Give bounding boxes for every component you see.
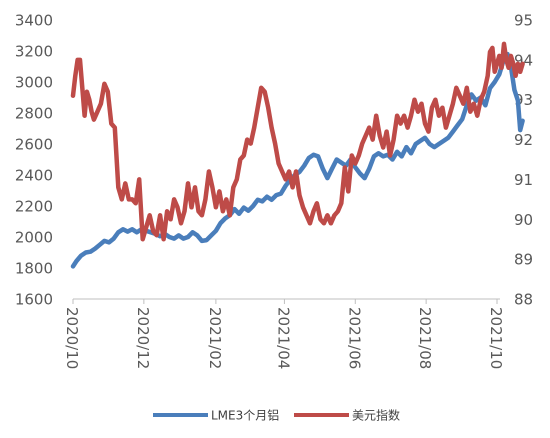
y-left-tick-label: 1600 (15, 291, 53, 309)
y-right-tick-label: 92 (514, 131, 533, 149)
plot-area (70, 41, 525, 269)
x-tick-label: 2020/10 (63, 307, 81, 369)
series-line-lme-aluminium (70, 51, 525, 269)
legend-label-lme-aluminium: LME3个月铝 (211, 408, 279, 423)
x-tick-label: 2021/04 (274, 307, 292, 369)
y-left-tick-label: 2800 (15, 105, 53, 123)
x-tick-label: 2021/06 (345, 307, 363, 369)
y-left-tick-label: 3400 (15, 12, 53, 30)
x-tick-label: 2020/12 (134, 307, 152, 369)
legend: LME3个月铝 美元指数 (153, 408, 400, 423)
y-left-tick-label: 2400 (15, 167, 53, 185)
y-left-tick-label: 2200 (15, 198, 53, 216)
y-right-tick-label: 90 (514, 211, 533, 229)
y-left-tick-label: 2600 (15, 136, 53, 154)
y-right-tick-label: 95 (514, 12, 533, 30)
y-right-tick-label: 89 (514, 251, 533, 269)
x-tick-label: 2021/02 (206, 307, 224, 369)
x-tick-label: 2021/10 (487, 307, 505, 369)
y-left-tick-label: 2000 (15, 229, 53, 247)
legend-label-dollar-index: 美元指数 (352, 408, 400, 423)
series-line-dollar-index (70, 41, 525, 242)
y-left-tick-label: 3200 (15, 43, 53, 61)
y-left-tick-label: 3000 (15, 74, 53, 92)
axes: 2020/10 2020/12 2021/02 2021/04 2021/06 2021/… (15, 12, 533, 370)
x-tick-label: 2021/08 (416, 307, 434, 369)
y-left-tick-label: 1800 (15, 260, 53, 278)
y-right-tick-label: 88 (514, 291, 533, 309)
y-right-tick-label: 91 (514, 171, 533, 189)
